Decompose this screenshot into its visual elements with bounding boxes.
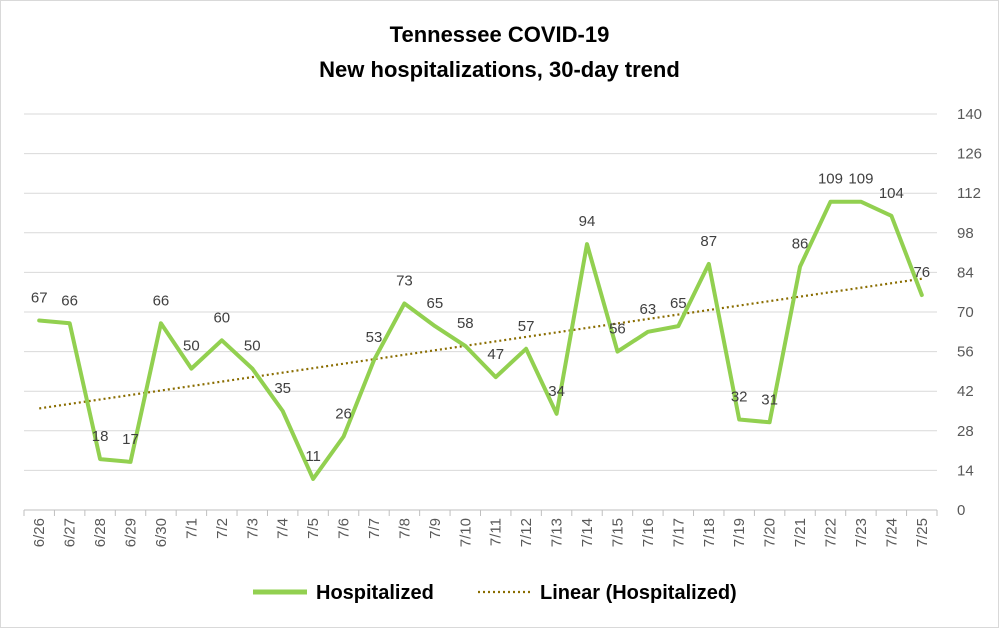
data-label: 66 [153,292,170,309]
data-label: 104 [879,185,904,202]
data-label: 86 [792,236,809,253]
x-tick-label: 7/10 [457,518,474,547]
y-tick-label: 140 [957,106,982,123]
data-label: 26 [335,405,352,422]
data-label: 57 [518,318,535,335]
x-tick-label: 7/15 [609,518,626,547]
x-tick-label: 6/29 [123,518,140,547]
x-tick-label: 7/14 [579,518,596,547]
x-tick-label: 7/2 [214,518,231,539]
data-label: 58 [457,315,474,332]
chart-title-line-1: Tennessee COVID-19 [389,22,610,47]
x-tick-label: 6/28 [92,518,109,547]
legend-hospitalized-label: Hospitalized [316,582,434,604]
linear-trendline [39,277,922,410]
y-tick-label: 42 [957,383,974,400]
y-tick-label: 14 [957,462,974,479]
y-axis-ticks: 0 14 28 42 56 70 84 98 112 126 140 [957,106,982,519]
x-tick-label: 7/19 [731,518,748,547]
x-tick-label: 7/23 [853,518,870,547]
data-label: 31 [761,391,778,408]
x-tick-label: 7/6 [336,518,353,539]
x-tick-label: 6/27 [62,518,79,547]
data-label: 66 [61,292,78,309]
x-tick-label: 7/18 [701,518,718,547]
x-tick-label: 6/30 [153,518,170,547]
legend-linear-label: Linear (Hospitalized) [540,582,737,604]
data-label: 73 [396,273,413,290]
x-tick-label: 7/21 [792,518,809,547]
x-tick-label: 7/4 [275,518,292,539]
legend: Hospitalized Linear (Hospitalized) [253,582,737,604]
data-label: 109 [848,171,873,188]
data-label: 50 [183,338,200,355]
x-tick-label: 7/1 [183,518,200,539]
y-tick-label: 98 [957,225,974,242]
y-tick-label: 126 [957,146,982,163]
data-label: 47 [487,346,504,363]
x-tick-label: 7/24 [883,518,900,547]
data-label: 87 [700,233,717,250]
x-tick-label: 7/11 [488,518,505,546]
x-tick-label: 7/13 [549,518,566,547]
x-axis: 6/26 6/27 6/28 6/29 6/30 7/1 7/2 7/3 7/4 7/5 7/6 7/… [23,510,938,547]
data-label: 53 [366,329,383,346]
chart-title-line-2: New hospitalizations, 30-day trend [319,57,680,82]
data-label: 34 [548,383,565,400]
data-label: 65 [670,295,687,312]
y-tick-label: 0 [957,502,965,519]
y-tick-label: 56 [957,344,974,361]
data-label: 109 [818,171,843,188]
x-tick-label: 6/26 [31,518,48,547]
data-label: 67 [31,289,48,306]
x-tick-label: 7/9 [427,518,444,539]
x-tick-label: 7/5 [305,518,322,539]
x-tick-label: 7/3 [244,518,261,539]
series-layer [37,199,924,481]
data-label: 65 [427,295,444,312]
data-label: 63 [640,301,657,318]
x-tick-label: 7/25 [914,518,931,547]
data-labels: 67 66 18 17 66 50 60 50 35 11 26 53 73 65 58 47 57 34 94 56… [31,171,930,465]
x-tick-label: 7/22 [822,518,839,547]
data-label: 56 [609,321,626,338]
data-label: 18 [92,428,109,445]
data-label: 17 [122,431,139,448]
x-tick-label: 7/7 [366,518,383,539]
data-label: 32 [731,388,748,405]
gridlines [24,113,937,511]
x-tick-label: 7/12 [518,518,535,547]
x-tick-label: 7/8 [396,518,413,539]
y-tick-label: 112 [957,185,981,202]
y-tick-label: 70 [957,304,974,321]
x-tick-label: 7/20 [762,518,779,547]
x-tick-label: 7/16 [640,518,657,547]
x-tick-label: 7/17 [670,518,687,547]
data-label: 94 [579,213,596,230]
data-label: 50 [244,338,261,355]
data-label: 76 [913,264,930,281]
trendline-layer [39,277,922,410]
data-label: 60 [213,309,230,326]
data-label: 11 [305,448,321,465]
hospitalized-line [37,199,924,481]
y-tick-label: 84 [957,264,974,281]
y-tick-label: 28 [957,423,974,440]
data-label: 35 [274,380,291,397]
